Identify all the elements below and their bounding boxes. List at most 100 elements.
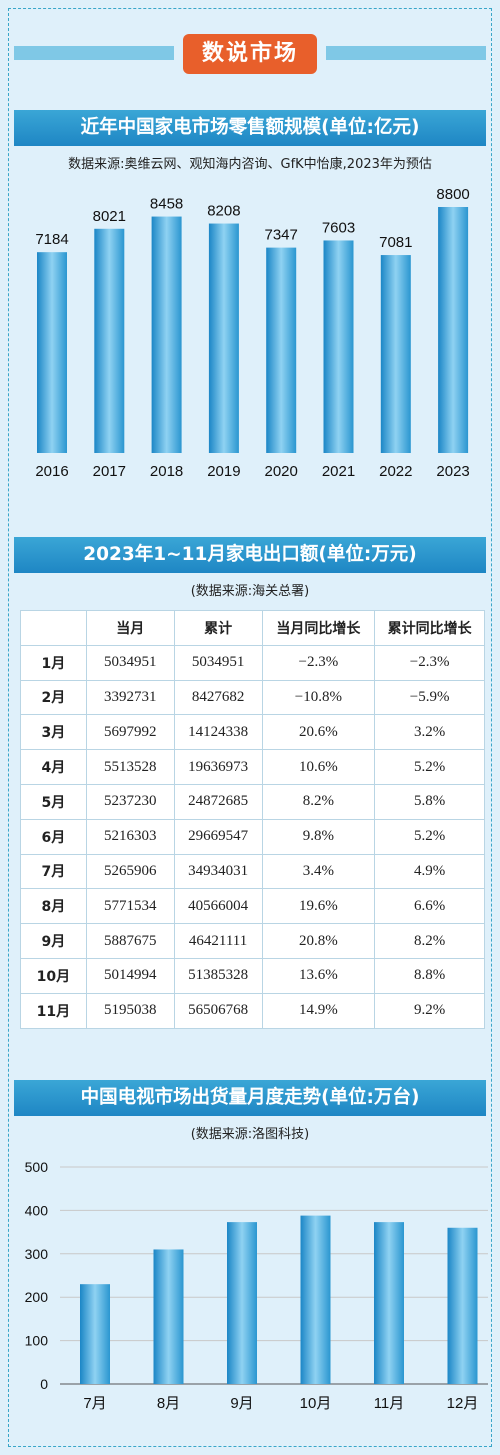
tv-bar — [80, 1284, 110, 1384]
table-cell: −5.9% — [374, 679, 485, 716]
retail-chart-source: 数据来源:奥维云网、观知海内咨询、GfK中怡康,2023年为预估 — [68, 157, 432, 172]
table-cell: 9.2% — [374, 992, 485, 1029]
tv-bar — [447, 1227, 478, 1384]
table-row-label: 6月 — [20, 818, 87, 855]
y-tick-label: 300 — [25, 1246, 49, 1262]
table-cell: 14124338 — [173, 714, 263, 751]
tv-month-label: 7月 — [83, 1395, 106, 1412]
table-cell: 5887675 — [85, 923, 175, 959]
tv-bar — [300, 1215, 331, 1384]
table-row-label: 2月 — [20, 679, 87, 716]
table-cell: 5034951 — [173, 644, 263, 681]
tv-bar — [374, 1222, 404, 1384]
retail-bar — [380, 255, 411, 453]
retail-value-label: 8021 — [93, 208, 126, 225]
table-cell: 5697992 — [85, 714, 175, 751]
table-row: 11月 5195038 56506768 14.9% 9.2% — [20, 992, 485, 1029]
tv-month-label: 8月 — [157, 1395, 180, 1412]
table-row-label: 5月 — [20, 783, 87, 820]
table-cell: 13.6% — [261, 957, 376, 994]
table-row: 6月 5216303 29669547 9.8% 5.2% — [20, 818, 485, 855]
table-cell: 5771534 — [85, 888, 175, 925]
table-cell: 8.8% — [374, 957, 485, 994]
retail-bar — [438, 207, 469, 453]
retail-value-label: 7184 — [35, 231, 68, 248]
table-row: 5月 5237230 24872685 8.2% 5.8% — [20, 783, 485, 820]
y-tick-label: 500 — [25, 1159, 49, 1175]
retail-value-label: 7603 — [322, 219, 355, 236]
retail-year-label: 2021 — [322, 463, 355, 480]
retail-value-label: 8458 — [150, 196, 183, 213]
export-table-source: (数据来源:海关总署) — [190, 584, 310, 599]
table-cell: 6.6% — [374, 888, 485, 925]
tv-month-label: 9月 — [230, 1395, 253, 1412]
tv-shipment-bar-chart: 0 100 200 300 400 500 7月 8月 9月 10月 11月 12月 — [25, 1159, 488, 1412]
retail-year-label: 2019 — [207, 463, 240, 480]
retail-year-label: 2016 — [35, 463, 68, 480]
table-cell: 3.2% — [374, 714, 485, 751]
table-row: 9月 5887675 46421111 20.8% 8.2% — [20, 923, 485, 959]
tv-chart-title: 中国电视市场出货量月度走势(单位:万台) — [14, 1080, 486, 1116]
table-cell: 19636973 — [173, 749, 263, 785]
header-title: 数说市场 — [183, 34, 317, 74]
table-cell: 40566004 — [173, 888, 263, 925]
y-tick-label: 400 — [25, 1202, 49, 1218]
retail-value-label: 8800 — [436, 186, 469, 203]
table-cell: 5216303 — [85, 818, 175, 855]
table-cell: 3.4% — [261, 853, 376, 890]
retail-value-label: 8208 — [207, 203, 240, 220]
export-table: 当月 累计 当月同比增长 累计同比增长 1月 5034951 5034951 −2.3% −2… — [20, 610, 485, 1029]
table-cell: 5195038 — [85, 992, 175, 1029]
table-cell: 46421111 — [173, 923, 263, 959]
table-row-label: 3月 — [20, 714, 87, 751]
tv-month-label: 12月 — [447, 1395, 479, 1412]
table-row-label: 8月 — [20, 888, 87, 925]
table-row-label: 7月 — [20, 853, 87, 890]
table-cell: 5.8% — [374, 783, 485, 820]
table-cell: 20.6% — [261, 714, 376, 751]
table-cell: 5.2% — [374, 818, 485, 855]
table-cell: 56506768 — [173, 992, 263, 1029]
retail-value-label: 7081 — [379, 234, 412, 251]
table-row: 10月 5014994 51385328 13.6% 8.8% — [20, 957, 485, 994]
tv-bar — [227, 1222, 257, 1384]
tv-month-label: 10月 — [300, 1395, 332, 1412]
table-cell: −10.8% — [261, 679, 376, 716]
table-header-cell — [20, 610, 87, 646]
table-row: 7月 5265906 34934031 3.4% 4.9% — [20, 853, 485, 890]
retail-bar — [151, 216, 182, 453]
table-header-row: 当月 累计 当月同比增长 累计同比增长 — [20, 610, 485, 646]
table-header-cell: 累计同比增长 — [374, 610, 485, 646]
retail-bar — [266, 247, 297, 453]
table-cell: 5014994 — [85, 957, 175, 994]
table-cell: −2.3% — [261, 644, 376, 681]
table-cell: 24872685 — [173, 783, 263, 820]
y-tick-label: 0 — [40, 1376, 48, 1392]
table-cell: 51385328 — [173, 957, 263, 994]
tv-month-label: 11月 — [374, 1395, 405, 1412]
table-cell: 5265906 — [85, 853, 175, 890]
table-cell: 4.9% — [374, 853, 485, 890]
table-cell: 29669547 — [173, 818, 263, 855]
retail-value-label: 7347 — [265, 227, 298, 244]
retail-bar — [323, 240, 354, 453]
retail-chart-title: 近年中国家电市场零售额规模(单位:亿元) — [14, 110, 486, 146]
retail-bar — [94, 228, 125, 453]
table-row: 4月 5513528 19636973 10.6% 5.2% — [20, 749, 485, 785]
table-row: 2月 3392731 8427682 −10.8% −5.9% — [20, 679, 485, 716]
y-tick-label: 200 — [25, 1289, 49, 1305]
table-row-label: 1月 — [20, 644, 87, 681]
export-table-title: 2023年1~11月家电出口额(单位:万元) — [14, 537, 486, 573]
table-cell: 5.2% — [374, 749, 485, 785]
table-row-label: 4月 — [20, 749, 87, 785]
header-stripe-right — [326, 46, 486, 60]
tv-chart-source: (数据来源:洛图科技) — [190, 1127, 310, 1142]
retail-year-label: 2018 — [150, 463, 183, 480]
table-cell: 14.9% — [261, 992, 376, 1029]
retail-bar — [37, 252, 67, 453]
table-cell: 9.8% — [261, 818, 376, 855]
table-row-label: 10月 — [20, 957, 87, 994]
table-row-label: 11月 — [20, 992, 87, 1029]
table-row: 1月 5034951 5034951 −2.3% −2.3% — [20, 644, 485, 681]
header-stripe-left — [14, 46, 174, 60]
